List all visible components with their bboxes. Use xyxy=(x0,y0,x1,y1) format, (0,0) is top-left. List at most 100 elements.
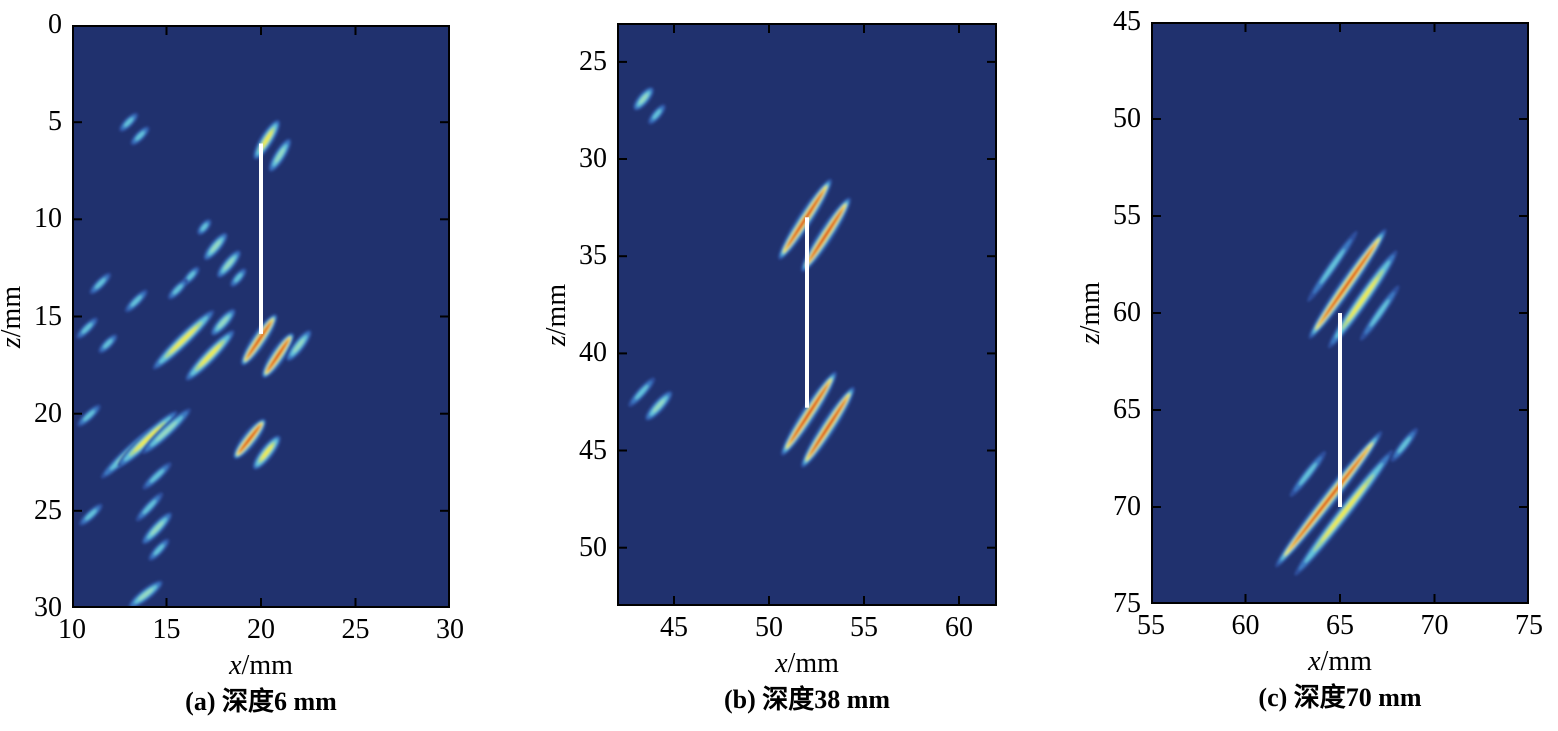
x-tick-label: 65 xyxy=(1326,610,1354,641)
x-tick-label: 15 xyxy=(152,614,181,645)
defect-streak xyxy=(152,310,215,370)
y-tick-label: 50 xyxy=(579,531,607,563)
y-tick-label: 15 xyxy=(34,300,62,332)
heatmap-canvas-b xyxy=(617,23,997,606)
defect-indications xyxy=(76,112,312,608)
crack-reference-line xyxy=(1338,313,1342,507)
defect-streak xyxy=(1308,228,1387,339)
crack-reference-line xyxy=(805,217,809,408)
defect-streak xyxy=(79,503,103,526)
y-tick-label: 45 xyxy=(1113,6,1141,37)
defect-streak xyxy=(1328,250,1398,349)
defect-streak xyxy=(135,492,164,522)
x-tick-label: 10 xyxy=(58,614,86,645)
axis-box xyxy=(1151,22,1529,604)
defect-streak xyxy=(1360,285,1400,341)
defect-streak xyxy=(216,250,241,278)
axis-box xyxy=(617,23,997,606)
heatmap-canvas-a xyxy=(72,25,450,608)
x-axis-unit: /mm xyxy=(1320,646,1372,677)
defect-streak xyxy=(240,313,278,366)
defect-streak xyxy=(252,435,281,470)
defect-streak xyxy=(148,538,170,561)
x-tick-label: 60 xyxy=(945,612,973,643)
y-tick-label: 70 xyxy=(1113,491,1141,522)
y-tick-label: 40 xyxy=(579,337,607,369)
x-tick-label: 60 xyxy=(1231,610,1260,641)
defect-indications xyxy=(1275,228,1418,576)
defect-streak xyxy=(645,390,673,421)
defect-streak xyxy=(780,371,837,456)
y-tick-label: 30 xyxy=(34,592,62,623)
x-tick-label: 50 xyxy=(755,612,783,643)
x-axis-variable: x xyxy=(229,650,242,681)
defect-streak xyxy=(801,197,851,273)
axis-ticks xyxy=(618,24,996,605)
axis-ticks xyxy=(1151,22,1529,604)
subplot-caption-c: (c) 深度70 mm xyxy=(1258,683,1422,712)
subplot-caption-a: (a) 深度6 mm xyxy=(185,687,337,716)
y-tick-label: 5 xyxy=(48,106,62,138)
defect-streak xyxy=(185,330,235,381)
defect-streak xyxy=(98,334,118,354)
y-tick-label: 50 xyxy=(1113,103,1141,134)
defect-streak xyxy=(76,317,98,339)
defect-streak xyxy=(130,126,150,146)
y-axis-variable: z xyxy=(1075,333,1106,345)
x-axis-label-b: x/mm xyxy=(775,650,839,678)
y-tick-label: 35 xyxy=(579,240,607,272)
defect-streak xyxy=(230,268,247,287)
defect-streak xyxy=(286,330,312,362)
x-tick-label: 55 xyxy=(850,612,878,643)
x-tick-label: 70 xyxy=(1420,610,1449,641)
y-tick-label: 10 xyxy=(34,203,62,235)
y-tick-label: 25 xyxy=(579,45,607,77)
defect-streak xyxy=(167,279,188,300)
defect-streak xyxy=(203,232,228,261)
x-tick-label: 25 xyxy=(341,614,370,645)
plot-area-c xyxy=(1151,22,1529,604)
y-tick-label: 30 xyxy=(579,143,607,175)
plot-area-b xyxy=(617,23,997,606)
defect-streak xyxy=(119,112,139,132)
x-tick-label: 30 xyxy=(436,614,464,645)
y-tick-label: 45 xyxy=(579,434,607,466)
defect-streak xyxy=(1307,230,1358,302)
defect-streak xyxy=(648,104,666,125)
x-tick-label: 75 xyxy=(1515,610,1543,641)
y-axis-variable: z xyxy=(0,337,27,348)
subplot-caption-b: (b) 深度38 mm xyxy=(723,685,891,714)
defect-streak xyxy=(77,404,101,427)
plot-area-a xyxy=(72,25,450,608)
x-axis-unit: /mm xyxy=(241,650,293,681)
axis-ticks xyxy=(72,25,450,608)
defect-streak xyxy=(261,332,295,379)
x-tick-label: 20 xyxy=(247,614,275,645)
y-tick-label: 65 xyxy=(1113,394,1141,425)
y-tick-label: 25 xyxy=(34,494,62,526)
y-tick-label: 20 xyxy=(34,397,62,429)
y-tick-label: 75 xyxy=(1113,588,1141,619)
defect-streak xyxy=(233,418,267,460)
defect-streak xyxy=(89,272,112,295)
defect-streak xyxy=(142,462,172,490)
axis-box xyxy=(72,25,450,608)
x-tick-label: 55 xyxy=(1137,610,1165,641)
defect-streak xyxy=(210,308,236,336)
defect-streak xyxy=(141,512,173,545)
defect-streak xyxy=(268,138,292,172)
defect-streak xyxy=(628,377,656,407)
x-tick-label: 45 xyxy=(660,612,688,643)
defect-streak xyxy=(1294,450,1394,576)
x-axis-unit: /mm xyxy=(787,648,839,679)
defect-streak xyxy=(800,386,855,468)
defect-streak xyxy=(633,87,654,111)
defect-streak xyxy=(197,219,212,236)
y-tick-label: 60 xyxy=(1113,297,1141,328)
defect-streak xyxy=(1275,431,1383,568)
x-axis-variable: x xyxy=(775,648,788,679)
y-tick-label: 55 xyxy=(1113,200,1141,231)
defect-streak xyxy=(128,580,163,608)
y-axis-label-b: z/mm xyxy=(541,283,572,345)
